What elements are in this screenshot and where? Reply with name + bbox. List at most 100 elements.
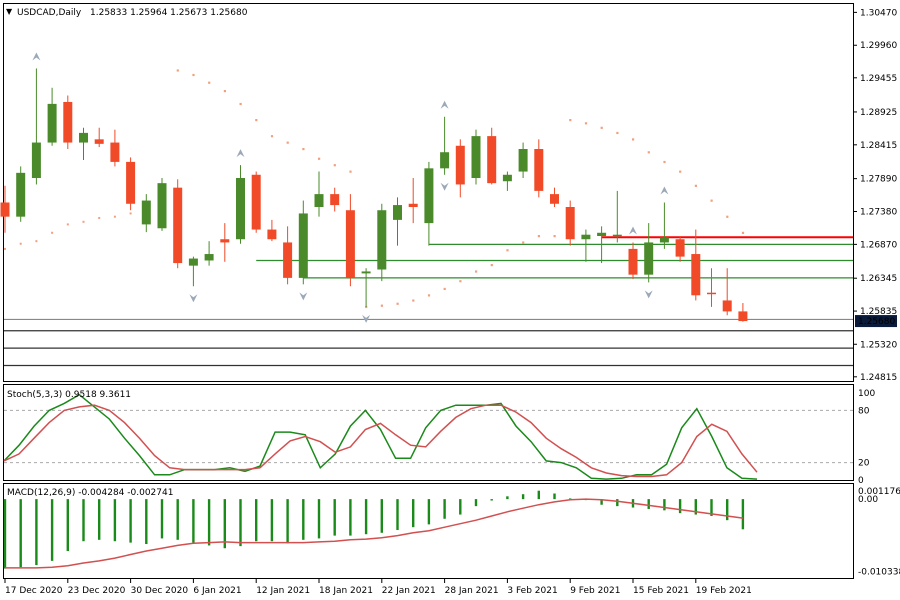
sar-dot bbox=[490, 264, 493, 267]
fractal-down-icon bbox=[362, 314, 371, 323]
date-label: 28 Jan 2021 bbox=[445, 586, 499, 596]
macd-histogram-bar bbox=[129, 499, 132, 543]
level-lines bbox=[4, 236, 853, 367]
macd-histogram-bar bbox=[647, 499, 650, 509]
candle-body bbox=[628, 248, 638, 275]
stoch-tick-label: 100 bbox=[858, 389, 875, 399]
candle-body bbox=[251, 174, 261, 230]
sar-dot bbox=[584, 122, 588, 125]
sar-dot bbox=[270, 135, 274, 138]
macd-histogram-bar bbox=[553, 493, 556, 500]
macd-histogram-bar bbox=[427, 499, 431, 525]
candle-body bbox=[597, 232, 607, 236]
macd-histogram-bar bbox=[223, 499, 226, 549]
macd-histogram-bar bbox=[19, 499, 22, 568]
macd-histogram-bar bbox=[710, 499, 713, 516]
sar-dot bbox=[443, 287, 446, 291]
price-tick-label: 1.27380 bbox=[860, 208, 897, 218]
price-tick-label: 1.29455 bbox=[860, 74, 897, 84]
candle-body bbox=[581, 234, 591, 240]
sar-dot bbox=[663, 160, 666, 164]
price-axis: 1.30470 1.29960 1.29455 1.28925 1.28415 1.278… bbox=[853, 8, 897, 383]
sar-dot bbox=[318, 157, 321, 160]
sar-dot bbox=[380, 304, 383, 307]
candle-body bbox=[345, 210, 355, 278]
candle-body bbox=[707, 292, 716, 295]
macd-histogram-bar bbox=[302, 499, 305, 540]
current-price-tag bbox=[855, 315, 897, 328]
sar-dot bbox=[679, 170, 682, 173]
date-label: 18 Jan 2021 bbox=[319, 586, 373, 596]
candle-body bbox=[565, 207, 575, 240]
macd-histogram-bar bbox=[66, 499, 69, 552]
macd-tick-label: 0.001176 bbox=[858, 487, 900, 497]
sar-dot bbox=[522, 241, 525, 244]
price-tick-label: 1.24815 bbox=[860, 373, 897, 383]
price-tick-label: 1.28415 bbox=[860, 141, 897, 151]
price-tick-label: 1.25835 bbox=[860, 307, 897, 317]
macd-histogram-bar bbox=[317, 499, 321, 539]
macd-histogram-bar bbox=[349, 499, 352, 536]
candle-body bbox=[173, 187, 183, 264]
candle-body bbox=[47, 103, 57, 143]
sar-dot bbox=[632, 138, 635, 141]
candle-body bbox=[644, 242, 654, 275]
candle-body bbox=[691, 254, 701, 296]
candle-body bbox=[471, 136, 481, 178]
candle-body bbox=[722, 300, 732, 312]
symbol-menu-icon[interactable]: ▼ bbox=[6, 7, 13, 16]
macd-histogram-bar bbox=[663, 499, 666, 511]
candle-body bbox=[126, 161, 136, 204]
date-label: 9 Feb 2021 bbox=[570, 586, 620, 596]
fractal-up-icon bbox=[629, 226, 637, 235]
candle-body bbox=[393, 205, 402, 220]
candle-body bbox=[188, 258, 198, 266]
candle-body bbox=[94, 139, 104, 144]
stoch-tick-label: 80 bbox=[858, 406, 870, 416]
sar-dot bbox=[647, 151, 650, 154]
candle-body bbox=[408, 203, 418, 207]
price-tick-label: 1.26870 bbox=[860, 240, 897, 250]
candle-body bbox=[0, 202, 10, 217]
candle-body bbox=[612, 234, 622, 237]
macd-histogram-bar bbox=[569, 498, 572, 500]
sar-dot bbox=[365, 305, 368, 309]
candle-body bbox=[236, 178, 245, 240]
sar-dot bbox=[19, 242, 22, 245]
fractal-down-icon bbox=[189, 294, 198, 303]
macd-pane-frame bbox=[3, 483, 854, 579]
macd-histogram-bar bbox=[741, 499, 745, 530]
macd-histogram-bar bbox=[192, 499, 195, 543]
candle-body bbox=[298, 213, 308, 278]
sar-dot bbox=[51, 231, 54, 234]
macd-histogram-bar bbox=[145, 499, 148, 545]
price-pane-frame bbox=[3, 3, 854, 382]
date-label: 19 Feb 2021 bbox=[696, 586, 752, 596]
candle-body bbox=[502, 174, 512, 182]
fractal-up-icon bbox=[660, 186, 669, 195]
date-label: 15 Feb 2021 bbox=[633, 586, 689, 596]
macd-histogram-bar bbox=[207, 499, 211, 546]
candle-body bbox=[204, 254, 214, 261]
candle-body bbox=[738, 311, 748, 322]
macd-histogram-bar bbox=[380, 499, 383, 533]
fractal-down-icon bbox=[299, 292, 308, 301]
sar-dot bbox=[506, 249, 509, 252]
symbol-label: USDCAD,Daily bbox=[17, 8, 82, 18]
macd-signal-line bbox=[5, 498, 743, 569]
sar-dot bbox=[694, 184, 697, 187]
sar-dot bbox=[427, 294, 431, 297]
macd-histogram-bar bbox=[537, 490, 540, 500]
macd-histogram-bar bbox=[82, 499, 85, 542]
macd-tick-label: 0.00 bbox=[858, 495, 878, 505]
sar-dot bbox=[129, 212, 132, 215]
candle-body bbox=[63, 101, 73, 143]
date-label: 3 Feb 2021 bbox=[507, 586, 557, 596]
price-tick-label: 1.26345 bbox=[860, 274, 897, 284]
macd-histogram-bar bbox=[412, 499, 415, 528]
macd-histogram-bar bbox=[176, 499, 179, 540]
candle-body bbox=[424, 168, 434, 224]
sar-dot bbox=[569, 119, 572, 122]
